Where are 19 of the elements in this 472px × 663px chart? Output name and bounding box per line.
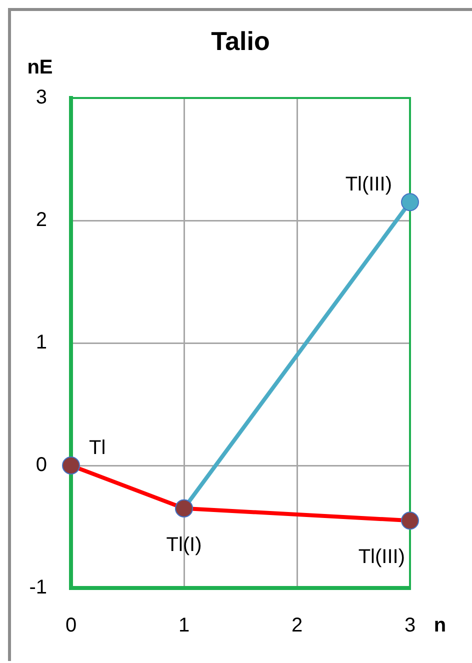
x-axis-title: n: [434, 614, 446, 637]
point: [401, 512, 419, 530]
annotation: Tl(I): [166, 534, 202, 556]
x-tick-label: 2: [291, 614, 303, 637]
x-tick-label: 1: [178, 614, 190, 637]
point: [401, 193, 419, 212]
y-tick-label: 0: [36, 454, 47, 476]
x-tick-label: 3: [404, 614, 416, 637]
x-tick-label: 0: [65, 614, 77, 637]
chart-title: Talio: [211, 26, 270, 56]
annotation: Tl(III): [345, 174, 392, 196]
y-tick-label: 3: [36, 86, 47, 109]
y-tick-label: -1: [29, 576, 47, 599]
y-tick-label: 1: [36, 332, 47, 354]
point: [62, 456, 80, 474]
annotation: Tl(III): [358, 546, 405, 568]
y-tick-label: 2: [36, 209, 47, 232]
y-axis-title: nE: [27, 56, 53, 79]
annotation: Tl: [89, 437, 106, 460]
